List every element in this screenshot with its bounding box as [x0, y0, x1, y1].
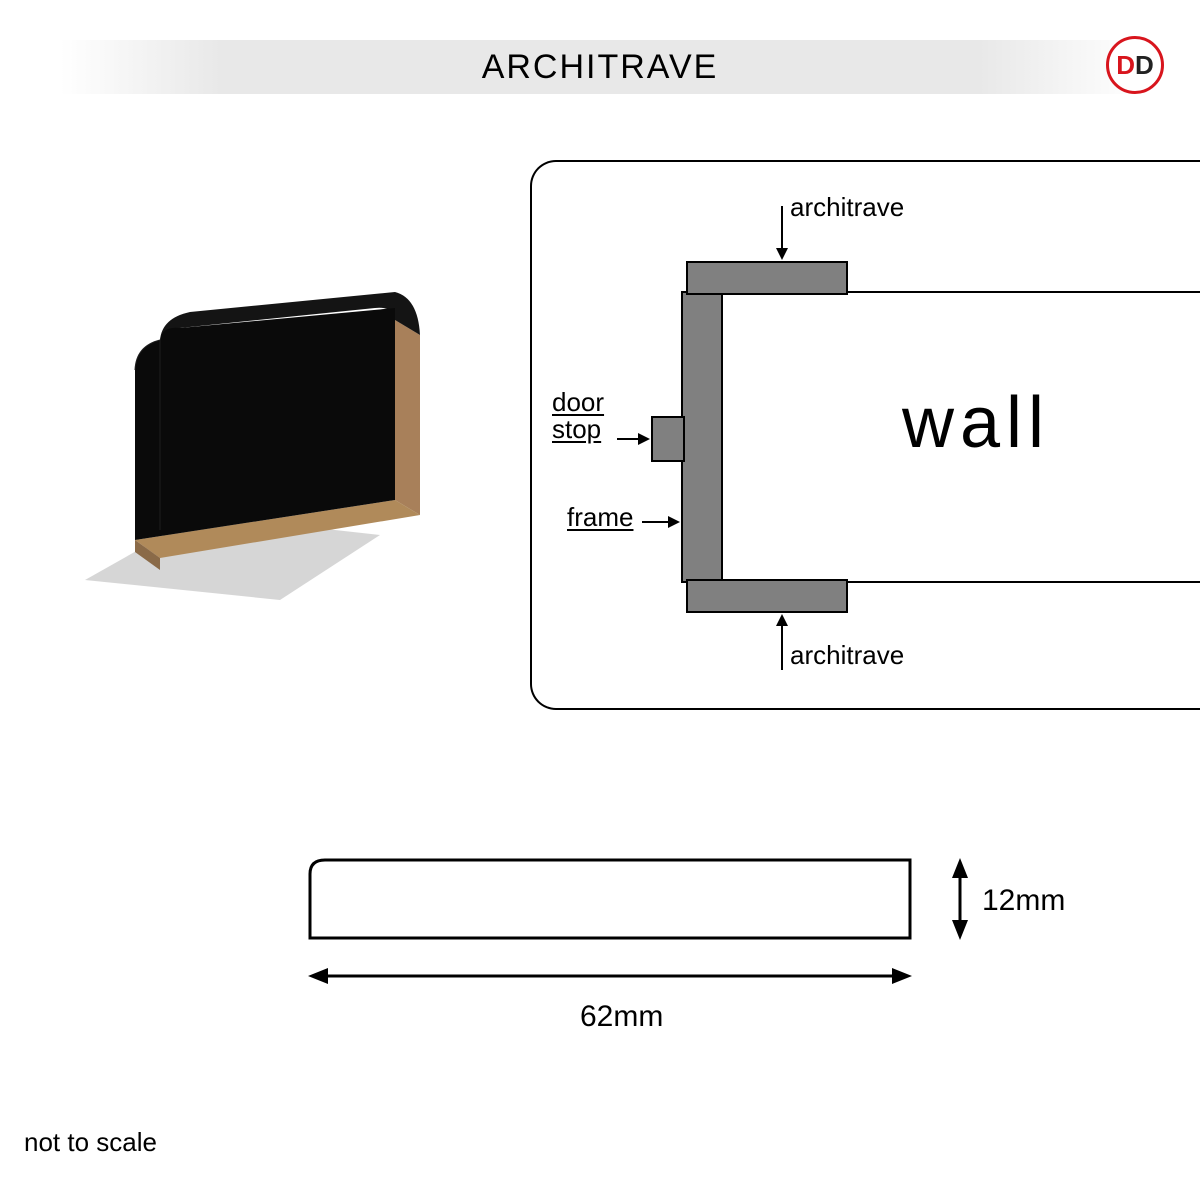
dimension-width: 62mm	[580, 1000, 663, 1034]
profile-dimensions: 62mm 12mm	[300, 850, 1040, 1050]
logo-letter-2: D	[1135, 50, 1154, 81]
page-title: ARCHITRAVE	[482, 48, 719, 87]
brand-logo: DD	[1106, 36, 1164, 94]
logo-letter-1: D	[1116, 50, 1135, 81]
label-wall: wall	[902, 382, 1050, 464]
cross-section-diagram: architrave architrave door stop frame wa…	[530, 160, 1200, 710]
cross-section-svg	[532, 162, 1200, 712]
label-door-stop-2: stop	[552, 414, 601, 445]
label-architrave-bottom: architrave	[790, 640, 904, 671]
product-3d-render	[50, 280, 450, 620]
footer-note: not to scale	[24, 1127, 157, 1158]
header-bar: ARCHITRAVE	[60, 40, 1140, 94]
label-architrave-top: architrave	[790, 192, 904, 223]
label-frame: frame	[567, 502, 633, 533]
dimension-height: 12mm	[982, 884, 1065, 918]
